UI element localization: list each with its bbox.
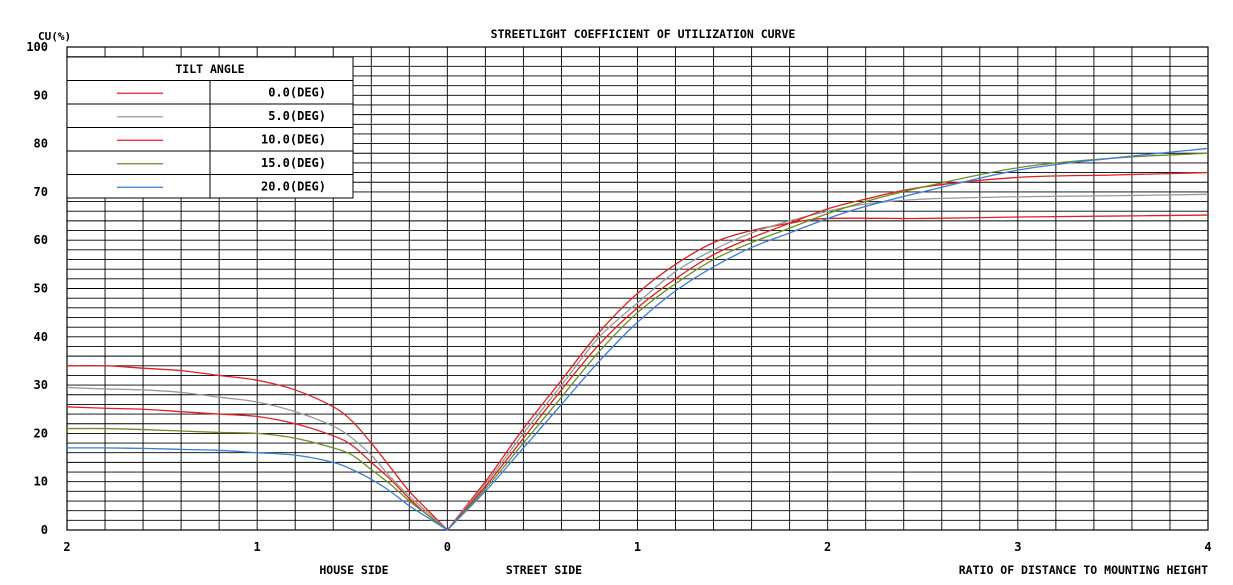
x-tick-label: 4 (1204, 540, 1211, 554)
series-line-2 (66, 171, 1209, 531)
series-line-0 (66, 214, 1209, 531)
y-tick-label: 30 (34, 378, 48, 392)
y-tick-label: 80 (34, 137, 48, 151)
x-tick-label: 2 (824, 540, 831, 554)
x-tick-label: 1 (634, 540, 641, 554)
legend: TILT ANGLE 0.0(DEG) 5.0(DEG) 10.0(DEG) 15.0(… (66, 56, 354, 199)
legend-entry-label: 15.0(DEG) (261, 156, 326, 170)
plot-border (66, 46, 1209, 531)
y-axis-title: CU(%) (38, 30, 71, 43)
y-tick-label: 50 (34, 282, 48, 296)
x-axis-title: RATIO OF DISTANCE TO MOUNTING HEIGHT (959, 563, 1208, 577)
x-street-side-label: STREET SIDE (506, 563, 582, 577)
y-tick-label: 90 (34, 88, 48, 102)
x-tick-label: 0 (444, 540, 451, 554)
y-tick-label: 20 (34, 426, 48, 440)
y-tick-label: 0 (41, 523, 48, 537)
legend-entry-label: 0.0(DEG) (268, 85, 326, 99)
y-tick-label: 60 (34, 233, 48, 247)
series-line-1 (66, 193, 1209, 531)
legend-entry-label: 5.0(DEG) (268, 109, 326, 123)
x-tick-label: 3 (1014, 540, 1021, 554)
legend-title: TILT ANGLE (175, 62, 244, 76)
legend-entry-label: 20.0(DEG) (261, 179, 326, 193)
y-tick-label: 100 (26, 40, 48, 54)
x-tick-label: 2 (63, 540, 70, 554)
x-house-side-label: HOUSE SIDE (319, 563, 388, 577)
y-tick-label: 10 (34, 475, 48, 489)
x-tick-label: 1 (254, 540, 261, 554)
legend-entry-label: 10.0(DEG) (261, 132, 326, 146)
chart-title: STREETLIGHT COEFFICIENT OF UTILIZATION C… (491, 27, 796, 41)
y-tick-label: 70 (34, 185, 48, 199)
series-lines (66, 147, 1209, 531)
y-tick-label: 40 (34, 330, 48, 344)
series-line-4 (66, 147, 1209, 531)
labels: STREETLIGHT COEFFICIENT OF UTILIZATION C… (38, 27, 1208, 577)
grid (66, 46, 1209, 531)
series-line-3 (66, 152, 1209, 531)
